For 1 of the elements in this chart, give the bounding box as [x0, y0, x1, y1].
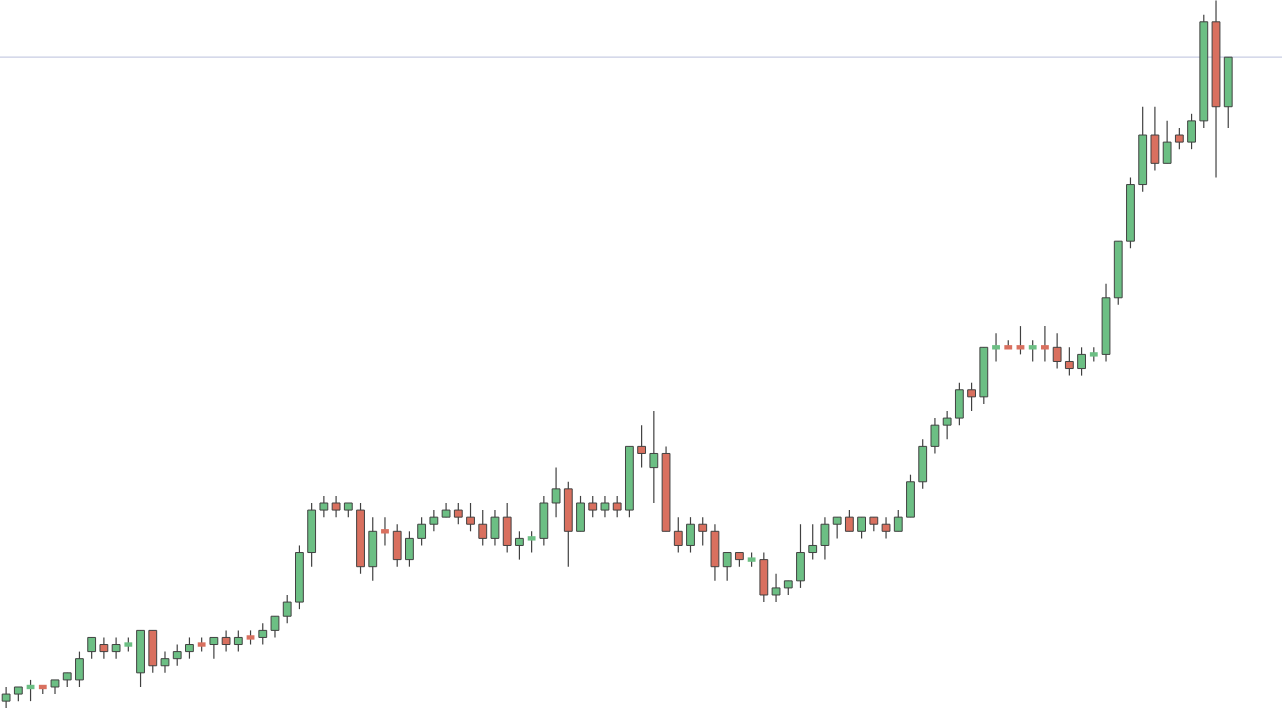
candlestick — [209, 636, 219, 659]
